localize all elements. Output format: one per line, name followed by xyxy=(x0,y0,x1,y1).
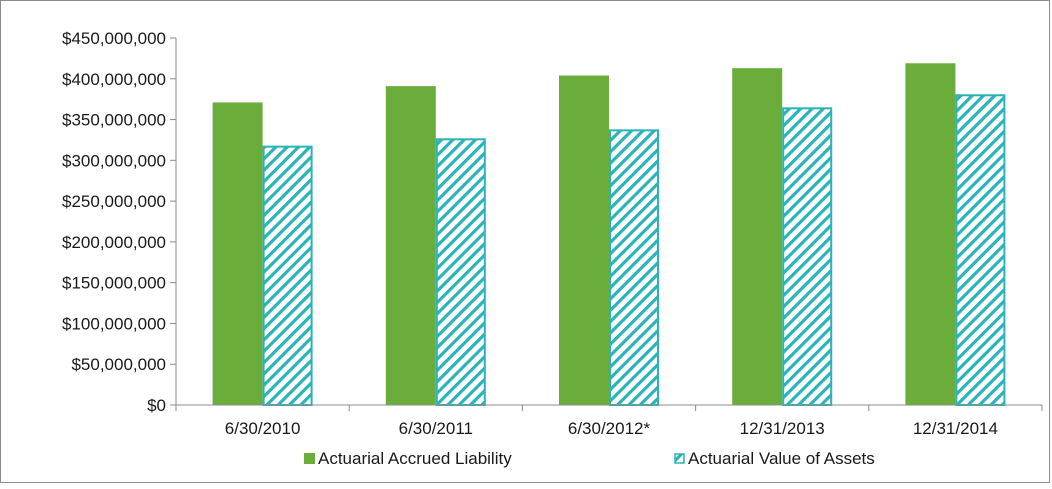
x-tick-label: 6/30/2012* xyxy=(568,419,651,438)
bar-actuarial-value-of-assets xyxy=(955,94,1006,406)
x-axis: 6/30/2010 6/30/2011 6/30/2012* 12/31/2013 12… xyxy=(175,404,1043,438)
bar-actuarial-value-of-assets xyxy=(609,129,659,406)
y-tick-label: $150,000,000 xyxy=(62,274,166,293)
bar-actuarial-value-of-assets xyxy=(435,138,486,407)
legend-swatch xyxy=(304,453,315,464)
x-tick-label: 12/31/2013 xyxy=(740,419,825,438)
y-tick-label: $250,000,000 xyxy=(62,192,166,211)
legend: Actuarial Accrued Liability Actuarial Val… xyxy=(304,449,875,468)
y-tick-label: $350,000,000 xyxy=(62,111,166,130)
y-tick-label: $450,000,000 xyxy=(62,29,166,48)
y-tick-label: $50,000,000 xyxy=(71,355,166,374)
x-tick-label: 12/31/2014 xyxy=(913,419,998,438)
bar-actuarial-value-of-assets xyxy=(782,107,833,406)
bar-actuarial-accrued-liability xyxy=(385,86,436,406)
y-axis: $0 $50,000,000 $100,000,000 $150,000,000 $20… xyxy=(62,29,177,415)
x-tick-label: 6/30/2010 xyxy=(225,419,301,438)
legend-label: Actuarial Value of Assets xyxy=(688,449,875,468)
bar-actuarial-accrued-liability xyxy=(905,63,956,405)
bars xyxy=(212,63,1006,407)
y-tick-label: $0 xyxy=(147,396,166,415)
y-tick-label: $100,000,000 xyxy=(62,314,166,333)
bar-actuarial-accrued-liability xyxy=(212,102,263,405)
y-tick-label: $300,000,000 xyxy=(62,151,166,170)
x-tick-label: 6/30/2011 xyxy=(399,419,473,438)
bar-actuarial-value-of-assets xyxy=(262,145,313,407)
legend-label: Actuarial Accrued Liability xyxy=(318,449,512,468)
y-tick-label: $400,000,000 xyxy=(62,70,166,89)
bar-actuarial-accrued-liability xyxy=(559,75,609,405)
y-tick-label: $200,000,000 xyxy=(62,233,166,252)
bar-actuarial-accrued-liability xyxy=(732,68,783,406)
legend-swatch xyxy=(674,453,685,464)
